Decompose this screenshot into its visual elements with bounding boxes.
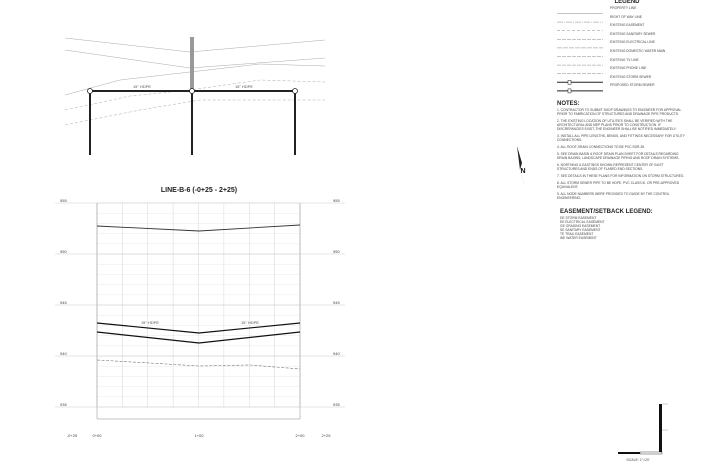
legend-symbol — [567, 88, 572, 94]
easement-title: EASEMENT/SETBACK LEGEND: — [560, 209, 653, 215]
legend-item: PROPERTY LINE — [610, 6, 637, 10]
elev-label-left: 950 — [60, 249, 67, 254]
legend-symbol — [567, 80, 572, 85]
easement-item: GE GRADING EASEMENT — [560, 224, 601, 228]
elev-label-right: 935 — [333, 402, 340, 407]
note: 7. SEE DETAILS IN THESE PLANS FOR INFORM… — [557, 174, 685, 178]
note: 5. SEE DRAIN BASIN & ROOF DRAIN PLAN SHE… — [557, 152, 680, 160]
easement-items: DE STORM EASEMENT EE ELECTRICAL EASEMENT G… — [560, 216, 680, 240]
station-label: 1+00 — [194, 433, 204, 438]
easement-legend: EASEMENT/SETBACK LEGEND: DE STORM EASEME… — [560, 209, 680, 240]
elev-label-right: 940 — [333, 351, 340, 356]
easement-item: DE STORM EASEMENT — [560, 216, 597, 220]
note: 3. INSTALL ALL PIPE LENGTHS, BENDS, AND … — [557, 134, 685, 142]
note: 6. NORTHING & EASTINGS SHOWN REPRESENT C… — [557, 163, 664, 171]
note: 8. ALL STORM SEWER PIPE TO BE HDPE, PVC … — [557, 181, 680, 189]
easement-item: TE TRAIL EASEMENT — [560, 232, 594, 236]
profile-pipe-label: 15" HDPE — [241, 320, 259, 325]
notes: NOTES: 1. CONTRACTOR TO SUBMIT SHOP DRAW… — [557, 101, 687, 203]
plan-nodes — [87, 88, 298, 94]
notes-title: NOTES: — [557, 101, 580, 107]
legend-item: EXISTING EASEMENT — [610, 23, 645, 28]
north-arrow — [520, 170, 525, 187]
scale-bar — [618, 403, 668, 455]
plan-pole — [190, 37, 194, 91]
elev-label-left: 945 — [60, 300, 67, 305]
legend-item: RIGHT OF WAY LINE — [610, 14, 642, 19]
easement-item: SE SANITARY EASEMENT — [560, 228, 601, 232]
note: 1. CONTRACTOR TO SUBMIT SHOP DRAWINGS TO… — [557, 108, 682, 116]
easement-item: EE ELECTRICAL EASEMENT — [560, 220, 605, 224]
station-label: 2+25 — [321, 433, 331, 438]
profile-grid: 955 955 950 950 945 945 940 940 935 935 -0+25 0+00 1… — [55, 198, 345, 438]
note: 9. ALL NODE NUMBERS WERE PROVIDED TO GUI… — [557, 192, 670, 200]
scale-label: SCALE: 1"=20' — [626, 458, 650, 462]
elev-label-right: 945 — [333, 300, 340, 305]
elev-label-right: 955 — [333, 198, 340, 203]
pipe-invert — [96, 331, 301, 344]
plan-pipe-label: 15" HDPE — [235, 84, 253, 89]
legend-item: PROPOSED STORM SEWER — [610, 83, 655, 88]
ground-line — [96, 224, 301, 232]
station-label: 2+00 — [295, 433, 305, 438]
elev-label-left: 955 — [60, 198, 67, 203]
elev-label-left: 935 — [60, 402, 67, 407]
legend-items: PROPERTY LINE RIGHT OF WAY LINE EXISTING E… — [610, 6, 682, 92]
elev-label-right: 950 — [333, 249, 340, 254]
legend-item: EXISTING SANITARY SEWER — [610, 31, 656, 36]
easement-item: WE WATER EASEMENT — [560, 236, 597, 240]
legend-item: EXISTING PHONE LINE — [610, 66, 647, 71]
notes-items: 1. CONTRACTOR TO SUBMIT SHOP DRAWINGS TO… — [557, 108, 687, 200]
legend-symbols — [557, 13, 603, 94]
north-label: N — [520, 168, 525, 175]
elev-label-left: 940 — [60, 351, 67, 356]
north-arrow — [517, 146, 522, 170]
legend-item: EXISTING DOMESTIC WATER MAIN — [610, 48, 666, 53]
profile-pipe-label: 15" HDPE — [141, 320, 159, 325]
legend-item: EXISTING TV LINE — [610, 57, 639, 62]
note: 2. THE EXISTING LOCATION OF UTILITIES SH… — [557, 119, 677, 131]
legend-title: LEGEND — [614, 0, 640, 5]
legend: LEGEND PROPERTY LINE RIGHT OF WAY LINE EXI… — [562, 0, 682, 92]
plan-pipe — [89, 90, 296, 155]
profile-title: LINE-B-6 (-0+25 - 2+25) — [161, 187, 237, 194]
station-label: 0+00 — [92, 433, 102, 438]
legend-item: EXISTING STORM SEWER — [610, 74, 652, 79]
plan-pipe-label: 15" HDPE — [133, 84, 151, 89]
pipe-crown — [96, 322, 301, 334]
plan-contours — [64, 37, 326, 126]
note: 4. ALL ROOF DRAIN CONNECTIONS TO BE PVC … — [557, 145, 646, 149]
legend-item: EXISTING ELECTRICAL LINE — [610, 40, 655, 45]
station-label: -0+25 — [67, 433, 78, 438]
